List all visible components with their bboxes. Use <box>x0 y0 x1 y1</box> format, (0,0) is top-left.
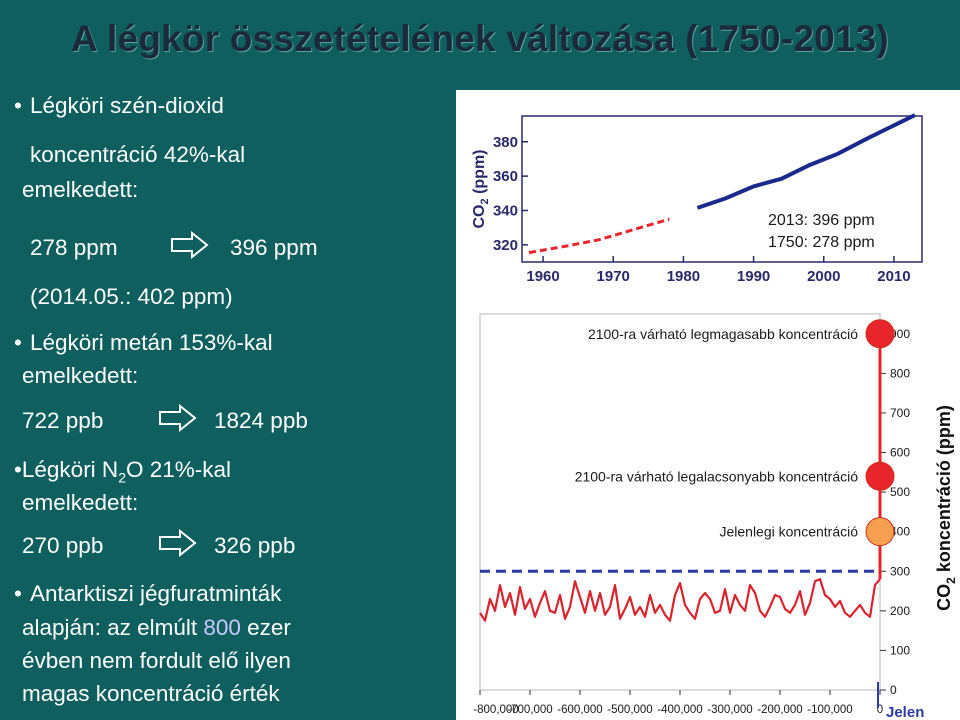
y-tick-label: 100 <box>890 643 910 657</box>
y-tick-label: 600 <box>890 446 910 460</box>
x-tick-label: 1980 <box>667 268 700 285</box>
co2-to-value: 396 ppm <box>230 235 318 260</box>
y-tick-label: 400 <box>890 525 910 539</box>
chart-panel: 320 340 360 380 1960 1970 1980 1990 2000 2010 CO2 … <box>456 90 960 720</box>
marker-label-2: 2100-ra várható legalacsonyabb koncentrá… <box>575 468 859 484</box>
x-tick-label: -400,000 <box>657 704 702 716</box>
x-tick-label: -700,000 <box>507 704 552 716</box>
ch4-text-2: emelkedett: <box>22 363 139 388</box>
y-tick-label: 800 <box>890 366 910 380</box>
right-arrow-icon <box>171 231 209 259</box>
series-line-1 <box>479 578 881 622</box>
marker-label-1: 2100-ra várható legmagasabb koncentráció <box>588 326 858 342</box>
y-tick-label: 340 <box>493 202 518 219</box>
x-tick-label: -200,000 <box>757 704 802 716</box>
y-tick-label: 500 <box>890 485 910 499</box>
antarctic-text-2a: alapján: az elmúlt <box>22 615 204 640</box>
x-tick-label: 2000 <box>807 268 840 285</box>
right-arrow-icon <box>159 404 197 432</box>
marker-label-3: Jelenlegi koncentráció <box>719 524 858 540</box>
n2o-bullet: •Légköri N2O 21%-kal <box>14 456 231 487</box>
antarctic-text-3: évben nem fordult elő ilyen <box>22 648 291 673</box>
ch4-bullet: Légköri metán 153%-kal <box>14 329 273 357</box>
antarctic-text-1: Antarktiszi jégfuratminták <box>30 581 282 606</box>
marker-circle-3 <box>865 517 895 547</box>
antarctic-text-2c: ezer <box>240 615 291 640</box>
x-tick-label: -300,000 <box>707 704 752 716</box>
antarctic-bullet: Antarktiszi jégfuratminták <box>14 580 282 608</box>
now-label: Jelen <box>886 704 924 720</box>
right-arrow-icon <box>159 529 197 557</box>
y-tick-label: 200 <box>890 604 910 618</box>
plot-frame <box>479 313 881 691</box>
series-line-2 <box>696 113 916 210</box>
y-tick-label: 900 <box>890 327 910 341</box>
n2o-text-a: Légköri N <box>21 457 119 482</box>
annotation-2013: 2013: 396 ppm <box>768 212 875 229</box>
x-tick-label: 1970 <box>597 268 630 285</box>
co2-text-1: Légköri szén-dioxid <box>30 93 224 118</box>
x-tick-label: -600,000 <box>557 704 602 716</box>
page-title: A légkör összetételének változása (1750-… <box>71 18 889 59</box>
y-tick-label: 320 <box>493 237 518 254</box>
x-tick-label: -500,000 <box>607 704 652 716</box>
n2o-to-value: 326 ppb <box>214 533 296 558</box>
y-tick-label: 380 <box>493 134 518 151</box>
marker-circle-1 <box>865 319 895 349</box>
co2-from-value: 278 ppm <box>30 235 118 260</box>
x-tick-label: 1960 <box>526 268 559 285</box>
mauna-loa-chart: 320 340 360 380 1960 1970 1980 1990 2000 2010 CO2 … <box>471 113 923 285</box>
marker-circle-2 <box>865 461 895 491</box>
x-tick-label: 2010 <box>877 268 910 285</box>
x-tick-label: -800,000 <box>473 704 518 716</box>
ch4-from-value: 722 ppb <box>22 408 104 433</box>
y-tick-label: 700 <box>890 406 910 420</box>
antarctic-text-2: alapján: az elmúlt 800 ezer <box>22 614 291 642</box>
n2o-text-b: O 21%-kal <box>125 457 232 482</box>
co2-bullet: Légköri szén-dioxid <box>14 92 224 120</box>
annotation-1750: 1750: 278 ppm <box>768 234 875 251</box>
plot-frame <box>521 115 923 263</box>
x-tick-label: 0 <box>877 704 883 716</box>
y-tick-label: 300 <box>890 564 910 578</box>
n2o-text-2: emelkedett: <box>22 490 139 515</box>
antarctic-800: 800 <box>203 615 241 640</box>
y-axis-label: CO2 (ppm) <box>471 150 491 229</box>
x-tick-label: 1990 <box>737 268 770 285</box>
co2-note: (2014.05.: 402 ppm) <box>30 284 233 309</box>
y-axis-label: CO2 koncentráció (ppm) <box>934 405 958 611</box>
left-text-panel: Légköri szén-dioxid koncentráció 42%-kal… <box>0 80 456 720</box>
ch4-to-value: 1824 ppb <box>214 408 308 433</box>
n2o-from-value: 270 ppb <box>22 533 104 558</box>
bullet-glyph: • <box>14 457 22 482</box>
n2o-subscript: 2 <box>118 469 126 486</box>
y-tick-label: 360 <box>493 168 518 185</box>
ch4-text-1: Légköri metán 153%-kal <box>30 330 273 355</box>
co2-text-2: koncentráció 42%-kal <box>30 142 246 167</box>
ice-core-chart: 0 100 200 300 400 500 600 700 800 900 -800,000-700… <box>473 313 958 720</box>
antarctic-text-4: magas koncentráció érték <box>22 681 280 706</box>
y-tick-label: 0 <box>890 683 897 697</box>
x-tick-label: -100,000 <box>807 704 852 716</box>
series-line-1 <box>528 217 670 255</box>
co2-text-3: emelkedett: <box>22 177 139 202</box>
